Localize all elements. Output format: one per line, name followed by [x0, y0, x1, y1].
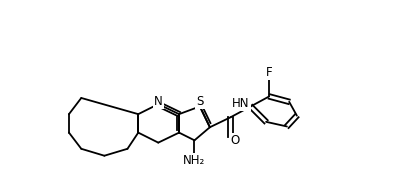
Text: O: O [230, 134, 239, 147]
Text: HN: HN [232, 97, 249, 110]
Text: N: N [154, 94, 163, 107]
Text: F: F [266, 66, 273, 79]
Text: NH₂: NH₂ [183, 154, 206, 167]
Text: S: S [196, 94, 204, 107]
